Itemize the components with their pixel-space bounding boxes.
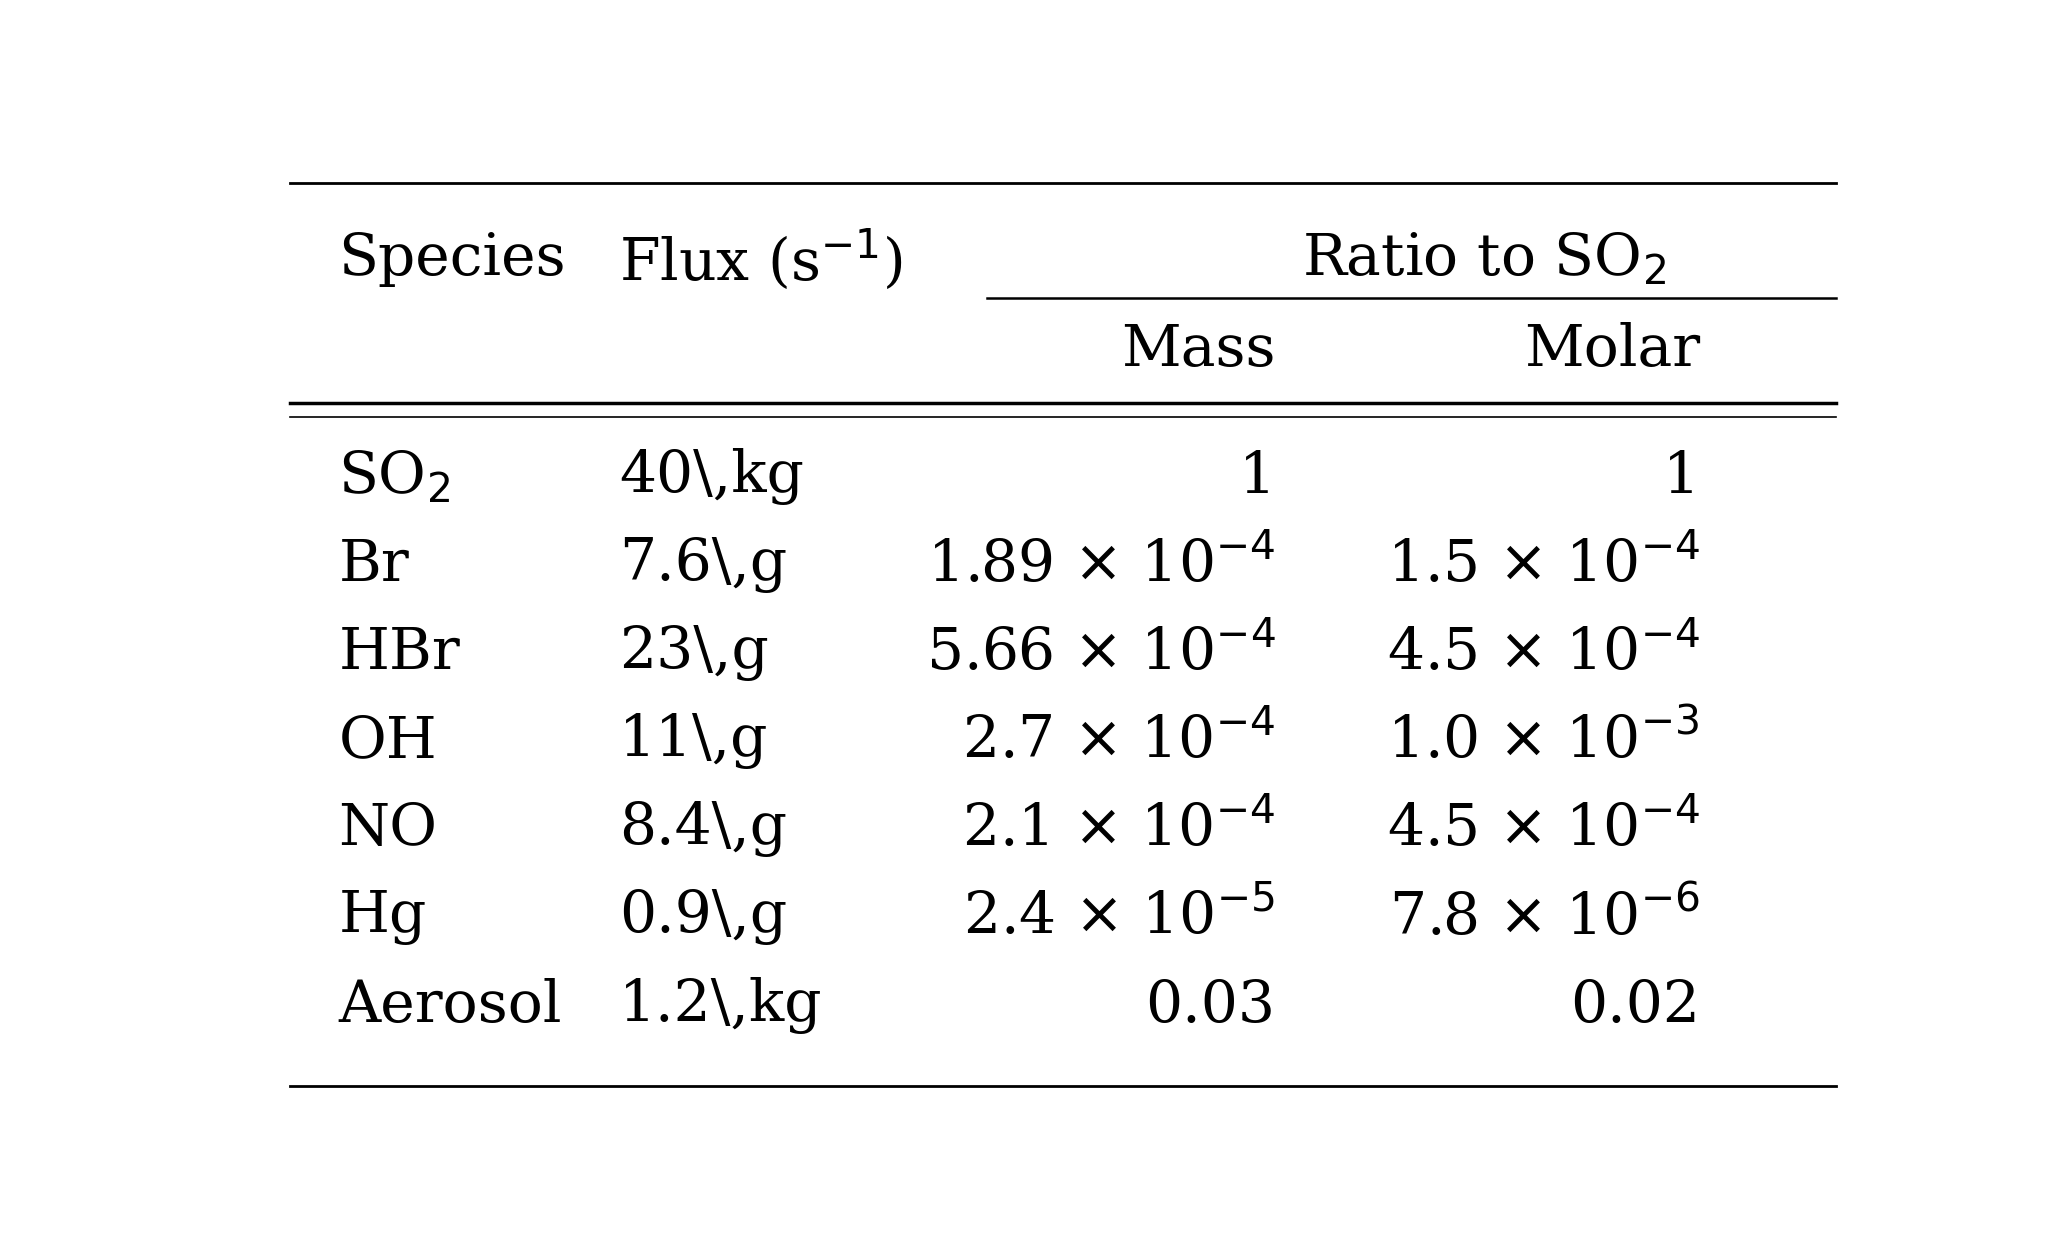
Text: Aerosol: Aerosol [339,978,562,1034]
Text: 1.5 $\times$ 10$^{-4}$: 1.5 $\times$ 10$^{-4}$ [1387,536,1699,593]
Text: 2.4 $\times$ 10$^{-5}$: 2.4 $\times$ 10$^{-5}$ [963,888,1275,947]
Text: 1.2\,kg: 1.2\,kg [618,977,823,1034]
Text: 0.02: 0.02 [1571,978,1699,1034]
Text: 2.1 $\times$ 10$^{-4}$: 2.1 $\times$ 10$^{-4}$ [961,801,1275,858]
Text: 8.4\,g: 8.4\,g [618,801,788,857]
Text: SO$_2$: SO$_2$ [339,449,451,505]
Text: Species: Species [339,231,566,287]
Text: HBr: HBr [339,626,461,682]
Text: 1.89 $\times$ 10$^{-4}$: 1.89 $\times$ 10$^{-4}$ [926,536,1275,593]
Text: Ratio to SO$_2$: Ratio to SO$_2$ [1302,231,1666,287]
Text: 0.03: 0.03 [1145,978,1275,1034]
Text: OH: OH [339,713,438,769]
Text: 0.9\,g: 0.9\,g [618,889,788,945]
Text: 2.7 $\times$ 10$^{-4}$: 2.7 $\times$ 10$^{-4}$ [961,713,1275,770]
Text: 5.66 $\times$ 10$^{-4}$: 5.66 $\times$ 10$^{-4}$ [926,624,1275,682]
Text: 7.6\,g: 7.6\,g [618,537,788,593]
Text: Molar: Molar [1523,322,1699,378]
Text: Mass: Mass [1120,322,1275,378]
Text: 4.5 $\times$ 10$^{-4}$: 4.5 $\times$ 10$^{-4}$ [1387,801,1699,858]
Text: NO: NO [339,801,438,857]
Text: Flux (s$^{-1}$): Flux (s$^{-1}$) [618,228,903,292]
Text: 40\,kg: 40\,kg [618,448,804,505]
Text: Hg: Hg [339,889,428,945]
Text: 7.8 $\times$ 10$^{-6}$: 7.8 $\times$ 10$^{-6}$ [1389,888,1699,947]
Text: 1: 1 [1238,449,1275,505]
Text: Br: Br [339,537,409,593]
Text: 11\,g: 11\,g [618,713,769,769]
Text: 1.0 $\times$ 10$^{-3}$: 1.0 $\times$ 10$^{-3}$ [1387,712,1699,770]
Text: 4.5 $\times$ 10$^{-4}$: 4.5 $\times$ 10$^{-4}$ [1387,624,1699,682]
Text: 23\,g: 23\,g [618,626,769,682]
Text: 1: 1 [1664,449,1699,505]
